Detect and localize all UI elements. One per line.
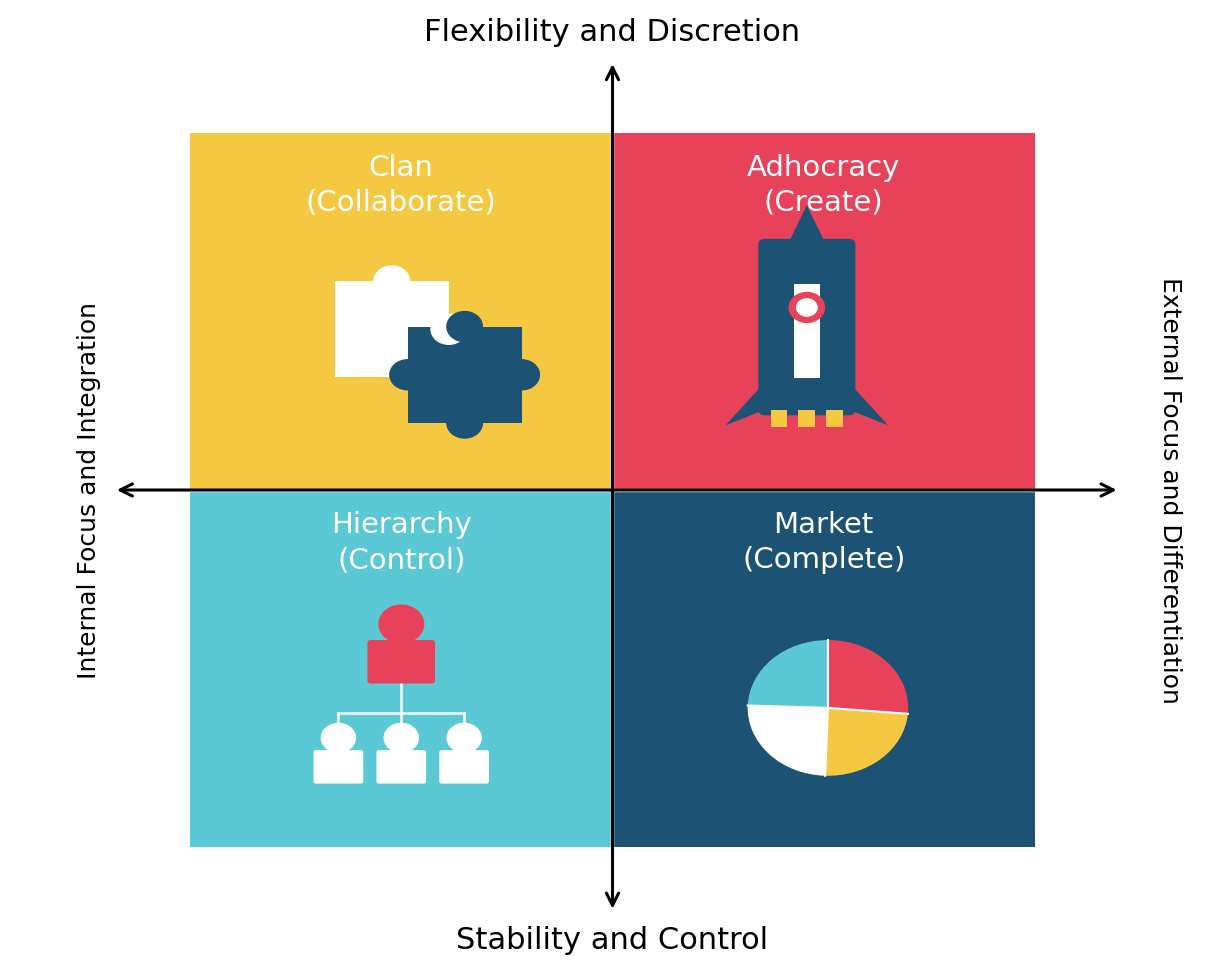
Text: Internal Focus and Integration: Internal Focus and Integration [77, 302, 100, 678]
Circle shape [379, 606, 424, 643]
Bar [612, 132, 1035, 490]
Circle shape [789, 292, 824, 322]
FancyBboxPatch shape [314, 750, 364, 784]
Circle shape [796, 299, 817, 317]
Text: External Focus and Differentiation: External Focus and Differentiation [1158, 276, 1182, 704]
Bar [408, 326, 522, 423]
Bar [827, 410, 843, 427]
Circle shape [447, 723, 481, 753]
FancyBboxPatch shape [440, 750, 489, 784]
Circle shape [390, 360, 425, 390]
Bar [612, 490, 1035, 848]
Polygon shape [849, 382, 888, 425]
Circle shape [447, 408, 483, 438]
Bar [190, 490, 612, 848]
Circle shape [321, 723, 355, 753]
Wedge shape [826, 708, 908, 776]
Circle shape [374, 266, 409, 296]
FancyBboxPatch shape [376, 750, 426, 784]
Circle shape [503, 360, 539, 390]
Circle shape [385, 723, 418, 753]
Text: Clan
(Collaborate): Clan (Collaborate) [306, 154, 496, 217]
FancyBboxPatch shape [368, 640, 435, 683]
Text: Stability and Control: Stability and Control [457, 926, 768, 955]
Text: Flexibility and Discretion: Flexibility and Discretion [424, 18, 801, 47]
Text: Market
(Complete): Market (Complete) [742, 512, 905, 574]
Bar [190, 132, 612, 490]
Circle shape [431, 315, 467, 344]
FancyBboxPatch shape [758, 239, 855, 416]
Bar [771, 410, 788, 427]
Circle shape [447, 312, 483, 342]
Text: Hierarchy
(Control): Hierarchy (Control) [331, 512, 472, 574]
Bar [799, 410, 815, 427]
Polygon shape [725, 382, 764, 425]
Wedge shape [747, 640, 828, 708]
Text: Adhocracy
(Create): Adhocracy (Create) [747, 154, 900, 217]
Polygon shape [764, 205, 849, 291]
Bar [794, 284, 820, 378]
Wedge shape [747, 706, 828, 776]
Wedge shape [828, 640, 908, 713]
Bar [334, 281, 448, 377]
